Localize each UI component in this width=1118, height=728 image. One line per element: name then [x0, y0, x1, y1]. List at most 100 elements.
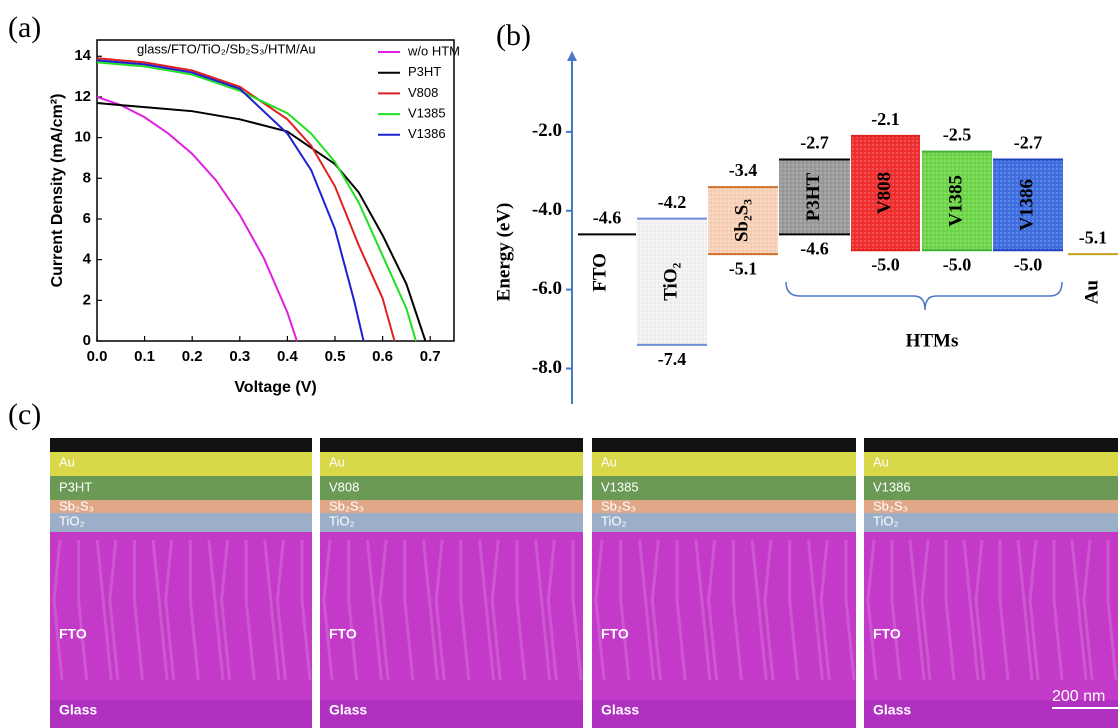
grain	[188, 540, 200, 681]
x-tick-label: 0.3	[229, 348, 250, 365]
grain	[275, 539, 287, 681]
grain	[244, 540, 256, 681]
grain	[1082, 539, 1094, 681]
material-label: FTO	[589, 253, 610, 292]
layer	[592, 513, 856, 532]
grain	[819, 539, 831, 681]
layer	[50, 452, 312, 476]
layer	[864, 513, 1118, 532]
layer	[50, 513, 312, 532]
layer	[864, 500, 1118, 513]
panel-label: (b)	[496, 19, 531, 52]
data-line	[96, 102, 427, 342]
layer	[592, 532, 856, 700]
layer-label: Sb₂S₃	[873, 498, 908, 513]
layer-label: TiO₂	[873, 513, 899, 528]
level-value: -5.0	[1014, 254, 1043, 274]
material-label: Au	[1081, 280, 1102, 305]
energy-bar	[779, 159, 850, 235]
grain	[1052, 540, 1064, 681]
grain	[403, 540, 415, 681]
grain	[890, 540, 902, 681]
y-tick-label: 6	[83, 210, 91, 227]
grain	[459, 540, 471, 681]
y-axis-label: Current Density (mA/cm²)	[49, 94, 66, 288]
grain	[920, 539, 932, 681]
layer-label: V808	[329, 479, 359, 494]
grain	[844, 540, 856, 681]
x-tick-label: 0.6	[372, 348, 393, 365]
layer	[592, 476, 856, 500]
layer	[320, 500, 583, 513]
grain	[108, 539, 120, 681]
plot-frame	[96, 39, 455, 342]
data-line	[96, 59, 365, 342]
grain	[52, 539, 64, 681]
layer	[50, 700, 312, 728]
group-label: HTMs	[906, 330, 959, 351]
level-value: -5.1	[729, 258, 758, 278]
grain	[806, 539, 824, 681]
legend-label: P3HT	[408, 64, 441, 79]
grain	[207, 539, 225, 681]
energy-bar	[851, 135, 920, 251]
grain	[675, 540, 687, 681]
layer	[50, 438, 312, 452]
y-tick-label: 2	[83, 291, 91, 308]
legend-label: V1385	[408, 106, 446, 121]
layer-label: Sb₂S₃	[329, 498, 364, 513]
grain	[378, 539, 390, 681]
layer-label: Au	[59, 454, 75, 469]
grain	[515, 540, 527, 681]
material-label: P3HT	[803, 172, 824, 221]
level-value: -5.1	[1079, 227, 1108, 247]
y-tick-label: 4	[83, 251, 92, 268]
layer-label: TiO₂	[601, 513, 627, 528]
layer	[320, 513, 583, 532]
layer-label: Glass	[329, 702, 367, 718]
x-tick-label: 0.4	[277, 348, 299, 365]
grain	[95, 539, 113, 681]
level-value: -4.2	[658, 192, 687, 212]
y-axis-label: Energy (eV)	[493, 203, 514, 302]
y-tick-label: -4.0	[532, 199, 562, 220]
layer-label: FTO	[329, 626, 357, 642]
y-tick-label: 0	[83, 332, 91, 349]
grain	[164, 539, 176, 681]
grain	[788, 540, 800, 681]
layer	[50, 532, 312, 700]
layer-label: V1385	[601, 479, 639, 494]
layer	[592, 452, 856, 476]
grain	[263, 539, 281, 681]
data-line	[96, 61, 417, 342]
y-tick-label: 8	[83, 169, 91, 186]
grain	[478, 539, 496, 681]
layer-label: FTO	[873, 626, 901, 642]
grain	[490, 539, 502, 681]
material-label: V1386	[1016, 179, 1037, 231]
y-tick-label: -6.0	[532, 278, 562, 299]
grain	[1106, 540, 1118, 681]
grain	[1028, 539, 1040, 681]
layer	[320, 700, 583, 728]
grain	[220, 539, 232, 681]
grain	[638, 539, 656, 681]
layer	[320, 438, 583, 452]
level-value: -7.4	[658, 349, 687, 369]
layer-label: TiO₂	[59, 513, 85, 528]
grain	[322, 539, 334, 681]
layer-label: Glass	[59, 702, 97, 718]
layer	[50, 476, 312, 500]
panel-label: (c)	[8, 398, 41, 431]
grain	[619, 540, 631, 681]
layer-label: Au	[601, 454, 617, 469]
grain	[300, 540, 312, 681]
layer-label: V1386	[873, 479, 911, 494]
layer-label: Glass	[873, 702, 911, 718]
level-value: -4.6	[800, 239, 829, 259]
x-tick-label: 0.1	[134, 348, 155, 365]
